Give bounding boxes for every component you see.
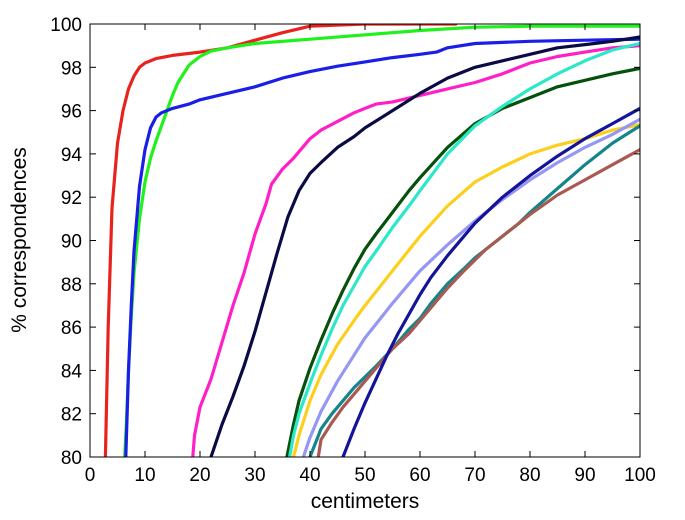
series-line-9 — [301, 117, 640, 457]
y-tick-label: 84 — [61, 361, 83, 382]
plot-area — [90, 24, 640, 457]
y-tick-label: 88 — [61, 275, 82, 296]
series-layer — [103, 24, 640, 457]
y-tick-label: 90 — [61, 232, 82, 253]
x-axis-label: centimeters — [311, 490, 420, 513]
y-tick-label: 98 — [61, 58, 82, 79]
series-line-8 — [291, 123, 640, 457]
x-tick-label: 20 — [189, 465, 210, 486]
ticks-layer — [89, 23, 641, 458]
x-tick-label: 30 — [244, 465, 265, 486]
y-tick-label: 80 — [61, 448, 82, 469]
series-line-4 — [191, 44, 640, 457]
x-tick-label: 70 — [464, 465, 485, 486]
y-tick-label: 96 — [61, 102, 82, 123]
x-tick-label: 80 — [519, 465, 540, 486]
x-tick-label: 90 — [574, 465, 595, 486]
y-tick-label: 94 — [61, 145, 83, 166]
x-tick-label: 40 — [299, 465, 320, 486]
tick-labels-layer: 0 10 20 30 40 50 60 70 80 90 100 80 82 84 86 88 90 92 94 96… — [50, 15, 656, 486]
x-tick-label: 100 — [624, 465, 656, 486]
series-line-10 — [308, 124, 640, 457]
y-axis-label: % correspondences — [8, 147, 31, 333]
series-line-7 — [288, 41, 640, 457]
x-tick-label: 10 — [134, 465, 155, 486]
series-line-11 — [316, 148, 640, 457]
series-line-12 — [341, 106, 640, 457]
series-line-5 — [209, 35, 640, 457]
y-tick-label: 86 — [61, 318, 82, 339]
series-line-3 — [124, 37, 640, 457]
y-tick-label: 100 — [50, 15, 82, 36]
y-tick-label: 82 — [61, 405, 82, 426]
x-tick-label: 50 — [354, 465, 375, 486]
x-tick-label: 60 — [409, 465, 430, 486]
y-tick-label: 92 — [61, 188, 82, 209]
series-line-6 — [285, 66, 640, 457]
x-tick-label: 0 — [85, 465, 96, 486]
